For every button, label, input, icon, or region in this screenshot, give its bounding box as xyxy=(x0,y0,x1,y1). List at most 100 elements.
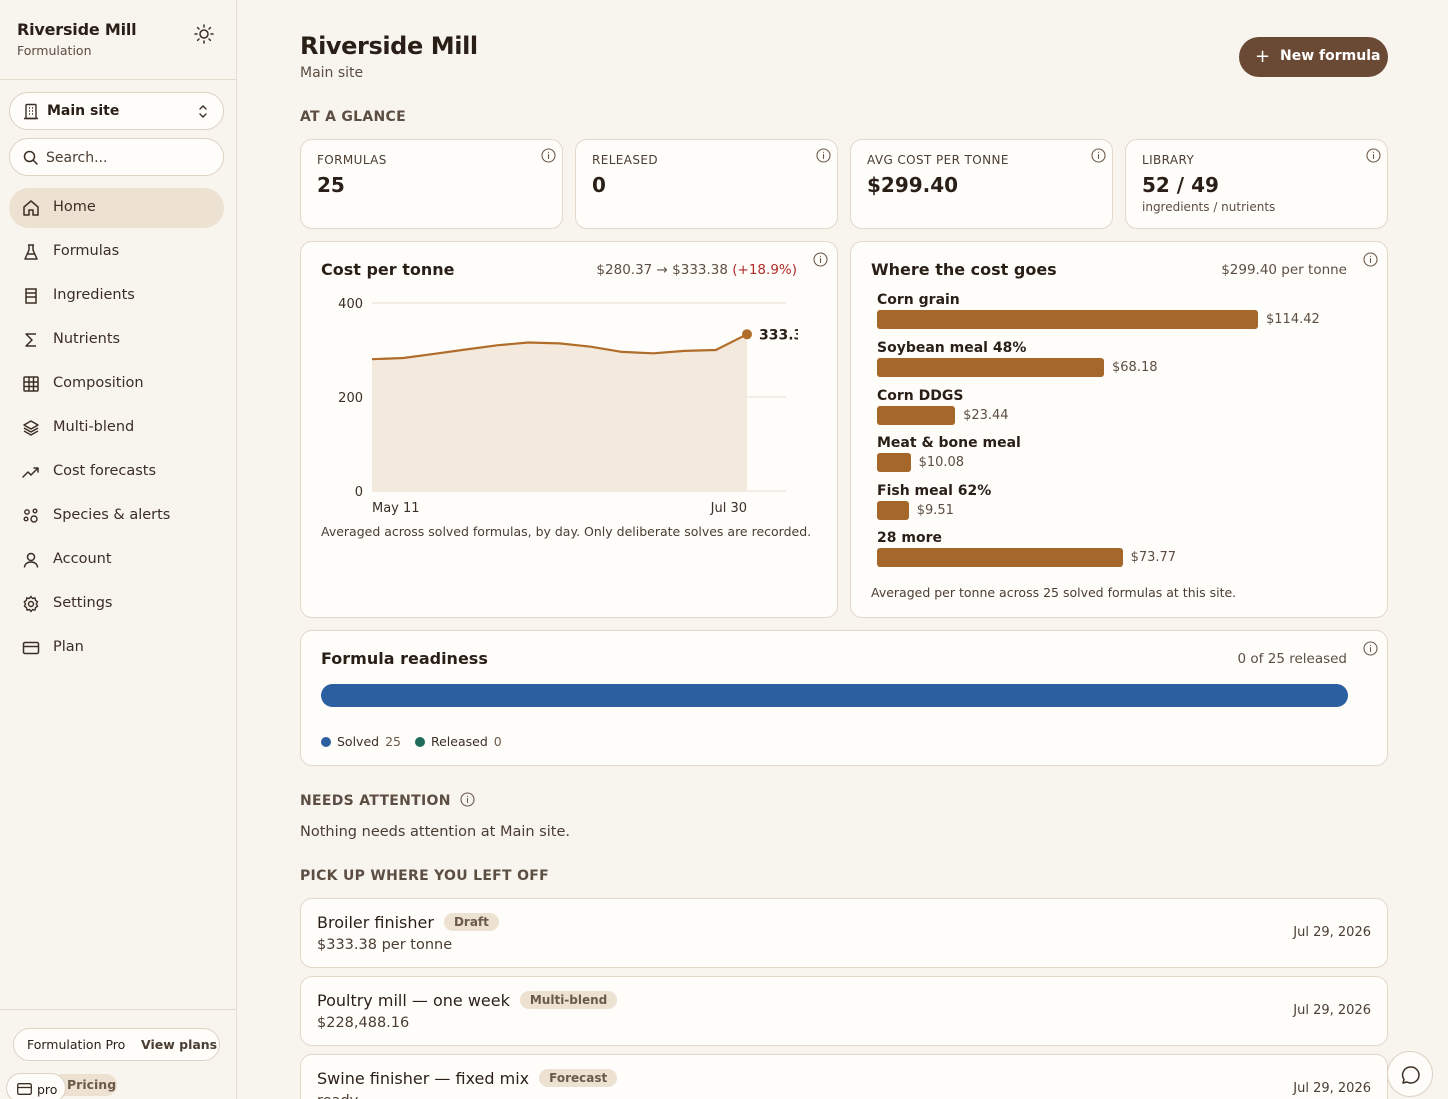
recent-formula-item[interactable]: Poultry mill — one week Multi-blend $228,… xyxy=(300,976,1388,1046)
cost-range: $280.37 → $333.38 (+18.9%) xyxy=(596,262,797,278)
readiness-progress-bar xyxy=(321,684,1348,707)
section-heading-attention: NEEDS ATTENTION xyxy=(300,792,475,809)
cost-value-label: $10.08 xyxy=(918,455,965,470)
info-icon[interactable] xyxy=(541,148,556,163)
sidebar-item-cost-forecasts[interactable]: Cost forecasts xyxy=(9,452,224,492)
pricing-chip[interactable]: Pricing... xyxy=(52,1074,117,1096)
stat-sublabel: ingredients / nutrients xyxy=(1142,200,1276,214)
pro-badge[interactable]: pro xyxy=(6,1073,66,1099)
card-title: Where the cost goes xyxy=(871,260,1057,279)
ingredient-name: Meat & bone meal xyxy=(877,435,1021,451)
sidebar-item-label: Formulas xyxy=(53,243,120,259)
pro-label: pro xyxy=(37,1082,58,1097)
status-badge: Draft xyxy=(443,913,499,931)
cost-value-label: $68.18 xyxy=(1112,360,1158,375)
home-icon xyxy=(23,200,39,216)
readiness-legend: Solved 25 Released 0 xyxy=(321,734,516,749)
recent-formula-item[interactable]: Swine finisher — fixed mix Forecast ready… xyxy=(300,1054,1388,1099)
chat-button[interactable] xyxy=(1387,1051,1433,1097)
plan-pill: Formulation Pro View plans xyxy=(13,1028,220,1061)
status-badge: Multi-blend xyxy=(519,991,618,1009)
sidebar-item-label: Nutrients xyxy=(53,331,121,347)
cost-change: (+18.9%) xyxy=(732,262,797,278)
brand-title: Riverside Mill xyxy=(17,20,137,39)
cost-line-chart: 0 200 400 333.38 May 11 Jul 30 xyxy=(338,297,798,516)
info-icon[interactable] xyxy=(816,148,831,163)
ingredient-name: Corn DDGS xyxy=(877,388,964,404)
search-box[interactable] xyxy=(9,138,224,176)
flask-icon xyxy=(24,244,38,260)
sidebar-item-formulas[interactable]: Formulas xyxy=(9,232,224,272)
site-selector[interactable]: Main site xyxy=(9,92,224,130)
search-input[interactable] xyxy=(46,148,216,168)
cost-breakdown-subtitle: $299.40 per tonne xyxy=(1221,262,1347,278)
stat-value: $299.40 xyxy=(867,173,959,197)
brand-header: Riverside Mill Formulation xyxy=(0,0,236,80)
sidebar-item-home[interactable]: Home xyxy=(9,188,224,228)
sidebar-item-ingredients[interactable]: Ingredients xyxy=(9,276,224,316)
cost-bar xyxy=(877,310,1258,329)
area-fill xyxy=(372,334,747,491)
recent-formula-title: Poultry mill — one week Multi-blend xyxy=(317,991,618,1010)
page-title: Riverside Mill xyxy=(300,32,478,60)
plan-name: Formulation Pro xyxy=(27,1037,126,1052)
ingredient-name: 28 more xyxy=(877,530,942,546)
recent-formula-title: Swine finisher — fixed mix Forecast xyxy=(317,1069,618,1088)
sidebar-item-settings[interactable]: Settings xyxy=(9,584,224,624)
cost-per-tonne-card: Cost per tonne $280.37 → $333.38 (+18.9%… xyxy=(300,241,838,618)
species-icon xyxy=(23,508,38,523)
attention-heading-text: NEEDS ATTENTION xyxy=(300,793,451,809)
info-icon[interactable] xyxy=(460,792,475,807)
stat-value: 0 xyxy=(592,173,606,197)
cost-value-label: $73.77 xyxy=(1130,550,1177,565)
info-icon[interactable] xyxy=(1091,148,1106,163)
legend-released-label: Released xyxy=(430,734,488,749)
building-icon xyxy=(24,103,38,120)
theme-toggle-sun-icon[interactable] xyxy=(193,23,215,45)
info-icon[interactable] xyxy=(813,252,828,267)
x-tick-label: Jul 30 xyxy=(710,501,747,516)
sidebar-item-plan[interactable]: Plan xyxy=(9,628,224,668)
sidebar-item-composition[interactable]: Composition xyxy=(9,364,224,404)
last-value-label: 333.38 xyxy=(759,327,798,343)
page-subtitle: Main site xyxy=(300,65,364,81)
recent-formula-sub: ready xyxy=(317,1093,358,1099)
main-content: Riverside Mill Main site + New formula A… xyxy=(237,0,1448,1099)
ingredient-name: Soybean meal 48% xyxy=(877,340,1027,356)
recent-formula-item[interactable]: Broiler finisher Draft $333.38 per tonne … xyxy=(300,898,1388,968)
legend-solved-label: Solved xyxy=(337,734,380,749)
cost-bar xyxy=(877,453,911,472)
sidebar-item-label: Multi-blend xyxy=(53,419,135,435)
sidebar-item-species-alerts[interactable]: Species & alerts xyxy=(9,496,224,536)
cost-bar xyxy=(877,406,956,425)
new-formula-button[interactable]: + New formula xyxy=(1239,37,1388,77)
info-icon[interactable] xyxy=(1366,148,1381,163)
recent-formula-name: Poultry mill — one week xyxy=(317,991,510,1010)
info-icon[interactable] xyxy=(1363,641,1378,656)
sidebar-item-label: Cost forecasts xyxy=(53,463,157,479)
ingredient-name: Fish meal 62% xyxy=(877,483,992,499)
sidebar-item-multi-blend[interactable]: Multi-blend xyxy=(9,408,224,448)
info-icon[interactable] xyxy=(1363,252,1378,267)
sidebar-item-label: Settings xyxy=(53,595,113,611)
credit-card-icon xyxy=(22,641,40,655)
sidebar-nav: Home Formulas Ingredients Nutrients Comp… xyxy=(9,188,224,672)
sidebar-item-account[interactable]: Account xyxy=(9,540,224,580)
stat-label: LIBRARY xyxy=(1142,153,1195,167)
recent-formula-sub: $228,488.16 xyxy=(317,1015,410,1031)
sidebar-item-nutrients[interactable]: Nutrients xyxy=(9,320,224,360)
recent-formula-date: Jul 29, 2026 xyxy=(1293,925,1371,940)
cost-value-label: $9.51 xyxy=(916,503,954,518)
cost-value-label: $23.44 xyxy=(963,408,1009,423)
sidebar-item-label: Account xyxy=(53,551,112,567)
gear-icon xyxy=(23,595,39,613)
sigma-icon xyxy=(25,333,36,347)
stat-card-library: LIBRARY 52 / 49 ingredients / nutrients xyxy=(1125,139,1388,229)
data-point xyxy=(742,329,752,340)
recent-formula-name: Swine finisher — fixed mix xyxy=(317,1069,530,1088)
cost-breakdown-card: Where the cost goes $299.40 per tonne Co… xyxy=(850,241,1388,618)
chart-footnote: Averaged across solved formulas, by day.… xyxy=(321,524,812,539)
view-plans-link[interactable]: View plans xyxy=(141,1037,218,1052)
formula-readiness-card: Formula readiness 0 of 25 released Solve… xyxy=(300,630,1388,766)
recent-formula-title: Broiler finisher Draft xyxy=(317,913,499,932)
